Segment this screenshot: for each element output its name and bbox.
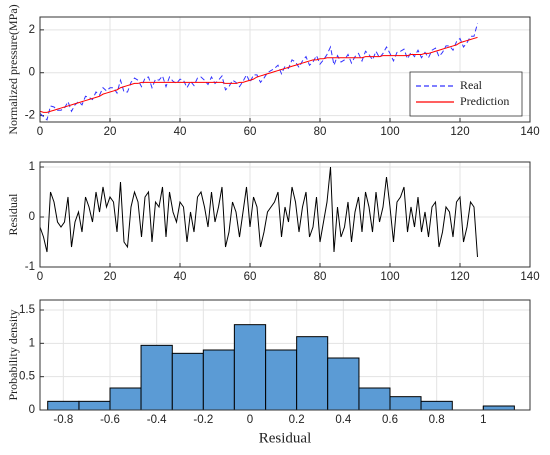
y-axis-label: Residual xyxy=(6,193,20,236)
x-tick-label: 20 xyxy=(104,126,117,138)
histogram-bar xyxy=(296,336,329,411)
y-tick-label: 0 xyxy=(29,404,35,416)
y-axis-label: Normalized pressure(MPa) xyxy=(6,4,20,134)
x-tick-label: -0.8 xyxy=(53,414,73,426)
x-tick-label: 60 xyxy=(244,271,257,283)
x-tick-label: -0.6 xyxy=(100,414,120,426)
histogram-bar xyxy=(171,352,204,411)
plot-area xyxy=(40,162,530,267)
legend-label: Prediction xyxy=(460,94,509,108)
x-tick-label: 0.2 xyxy=(289,414,305,426)
x-tick-label: -0.2 xyxy=(193,414,213,426)
x-axis-label: Residual xyxy=(259,430,312,446)
y-tick-label: 1 xyxy=(29,337,35,349)
x-tick-label: 140 xyxy=(520,126,539,138)
y-tick-label: -2 xyxy=(25,110,35,122)
x-tick-label: 100 xyxy=(380,126,399,138)
x-tick-label: 0.8 xyxy=(429,414,445,426)
histogram-bar xyxy=(482,405,515,411)
x-tick-label: 140 xyxy=(520,271,539,283)
histogram-bar xyxy=(202,349,235,411)
histogram-bar xyxy=(140,344,173,411)
x-tick-label: 120 xyxy=(450,271,469,283)
x-tick-label: 1 xyxy=(480,414,486,426)
x-tick-label: 0 xyxy=(37,126,43,138)
y-tick-label: 0 xyxy=(29,67,35,79)
y-tick-label: 1 xyxy=(29,161,35,173)
histogram-bar xyxy=(78,400,111,411)
y-tick-label: -1 xyxy=(25,261,35,273)
x-tick-label: 20 xyxy=(104,271,117,283)
histogram-bar xyxy=(265,349,298,411)
y-tick-label: 1.5 xyxy=(19,304,35,316)
histogram-bar xyxy=(109,387,142,411)
histogram-bar xyxy=(233,324,267,411)
x-tick-label: 40 xyxy=(174,126,187,138)
plot-frame xyxy=(39,161,531,268)
x-tick-label: 0.6 xyxy=(382,414,398,426)
x-tick-label: 80 xyxy=(314,271,327,283)
series-line xyxy=(39,36,478,113)
y-tick-label: 0 xyxy=(29,211,35,223)
histogram-bar xyxy=(358,387,391,411)
plot-frame xyxy=(39,299,531,411)
histogram-bar xyxy=(389,396,422,411)
histogram-bar xyxy=(420,400,453,411)
x-tick-label: 60 xyxy=(244,126,257,138)
y-tick-label: 0.5 xyxy=(19,371,35,383)
x-tick-label: 120 xyxy=(450,126,469,138)
x-tick-label: 0.4 xyxy=(335,414,352,426)
x-tick-label: 100 xyxy=(380,271,399,283)
legend-label: Real xyxy=(460,78,483,92)
legend-box xyxy=(409,71,523,117)
y-axis-label: Probability density xyxy=(6,310,20,401)
plot-frame xyxy=(39,16,531,123)
x-tick-label: 0 xyxy=(37,271,43,283)
y-tick-label: 2 xyxy=(29,24,35,36)
x-tick-label: -0.4 xyxy=(147,414,167,426)
histogram-bar xyxy=(327,357,360,411)
x-tick-label: 80 xyxy=(314,126,327,138)
x-tick-label: 0 xyxy=(247,414,253,426)
histogram-bar xyxy=(47,400,80,411)
x-tick-label: 40 xyxy=(174,271,187,283)
series-line xyxy=(39,166,478,258)
